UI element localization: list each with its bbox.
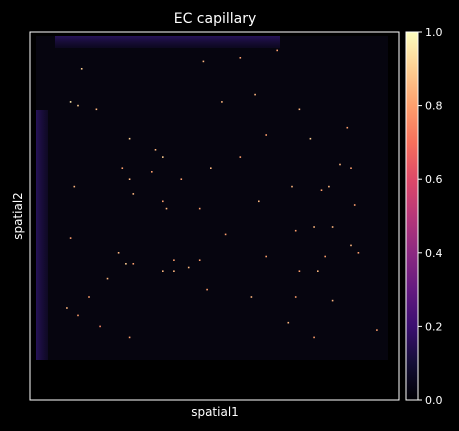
scatter-point — [187, 266, 190, 269]
scatter-point — [339, 163, 341, 166]
scatter-point — [313, 336, 315, 339]
tissue-edge-left — [36, 110, 48, 360]
colorbar-tick-label: 0.2 — [425, 320, 443, 333]
scatter-point — [317, 270, 319, 272]
colorbar-tick-label: 0.4 — [425, 247, 443, 260]
x-axis-label: spatial1 — [191, 405, 239, 419]
scatter-point — [357, 252, 360, 254]
scatter-point — [206, 288, 208, 291]
scatter-point — [151, 171, 153, 173]
scatter-point — [173, 259, 175, 261]
scatter-point — [210, 167, 212, 169]
plot-frame — [29, 31, 400, 401]
scatter-point — [180, 178, 183, 180]
scatter-point — [69, 101, 72, 103]
scatter-point — [128, 178, 131, 180]
scatter-point — [69, 237, 72, 239]
scatter-point — [313, 226, 315, 228]
scatter-point — [165, 207, 168, 210]
scatter-point — [221, 101, 223, 103]
scatter-point — [309, 137, 312, 140]
scatter-point — [117, 252, 120, 254]
scatter-point — [198, 259, 201, 261]
scatter-point — [99, 325, 101, 328]
scatter-point — [173, 270, 175, 272]
scatter-point — [353, 204, 356, 206]
scatter-point — [298, 108, 301, 111]
scatter-point — [298, 270, 301, 272]
colorbar-tick-label: 0.6 — [425, 173, 443, 186]
scatter-point — [202, 60, 205, 63]
scatter-point — [291, 185, 293, 188]
colorbar-tick-label: 1.0 — [425, 26, 443, 39]
scatter-point — [350, 244, 352, 247]
scatter-points — [66, 49, 378, 339]
scatter-point — [95, 108, 98, 111]
scatter-point — [320, 189, 323, 191]
scatter-point — [154, 149, 157, 151]
scatter-point — [66, 307, 68, 309]
scatter-point — [258, 200, 260, 203]
scatter-point — [331, 226, 334, 228]
scatter-point — [350, 167, 352, 169]
scatter-point — [106, 277, 109, 280]
scatter-point — [162, 200, 164, 203]
scatter-point — [254, 93, 256, 96]
colorbar-tick-label: 0.0 — [425, 394, 443, 407]
scatter-point — [346, 126, 349, 129]
scatter-point — [224, 233, 227, 236]
scatter-point — [198, 207, 201, 210]
scatter-point — [328, 185, 330, 188]
scatter-point — [287, 321, 290, 324]
scatter-point — [77, 314, 79, 317]
colorbar: 0.0 0.2 0.4 0.6 0.8 1.0 — [405, 26, 443, 407]
scatter-point — [162, 156, 164, 158]
scatter-point — [162, 270, 164, 272]
scatter-point — [239, 156, 242, 158]
scatter-point — [80, 68, 83, 70]
colorbar-gradient — [406, 32, 418, 400]
scatter-point — [376, 329, 378, 331]
scatter-point — [276, 49, 278, 52]
colorbar-tick-label: 0.8 — [425, 100, 443, 113]
scatter-point — [132, 263, 135, 265]
scatter-point — [125, 263, 127, 265]
plot-area — [29, 31, 400, 401]
scatter-point — [294, 296, 297, 298]
chart-title: EC capillary — [174, 11, 257, 27]
tissue-edge-top — [55, 36, 280, 48]
scatter-point — [88, 296, 90, 298]
scatter-point — [121, 167, 124, 169]
y-axis-label: spatial2 — [11, 192, 25, 240]
scatter-point — [77, 104, 79, 107]
scatter-point — [73, 185, 76, 188]
scatter-point — [294, 229, 297, 232]
colorbar-ticks: 0.0 0.2 0.4 0.6 0.8 1.0 — [418, 26, 443, 407]
tissue-region — [36, 36, 388, 360]
scatter-point — [250, 296, 253, 298]
scatter-point — [331, 299, 334, 302]
scatter-point — [132, 193, 135, 195]
scatter-point — [265, 134, 267, 136]
scatter-point — [128, 137, 131, 140]
colorbar-frame — [405, 31, 419, 401]
scatter-point — [324, 255, 326, 258]
scatter-point — [239, 57, 242, 59]
scatter-point — [265, 255, 267, 258]
scatter-point — [128, 336, 131, 339]
